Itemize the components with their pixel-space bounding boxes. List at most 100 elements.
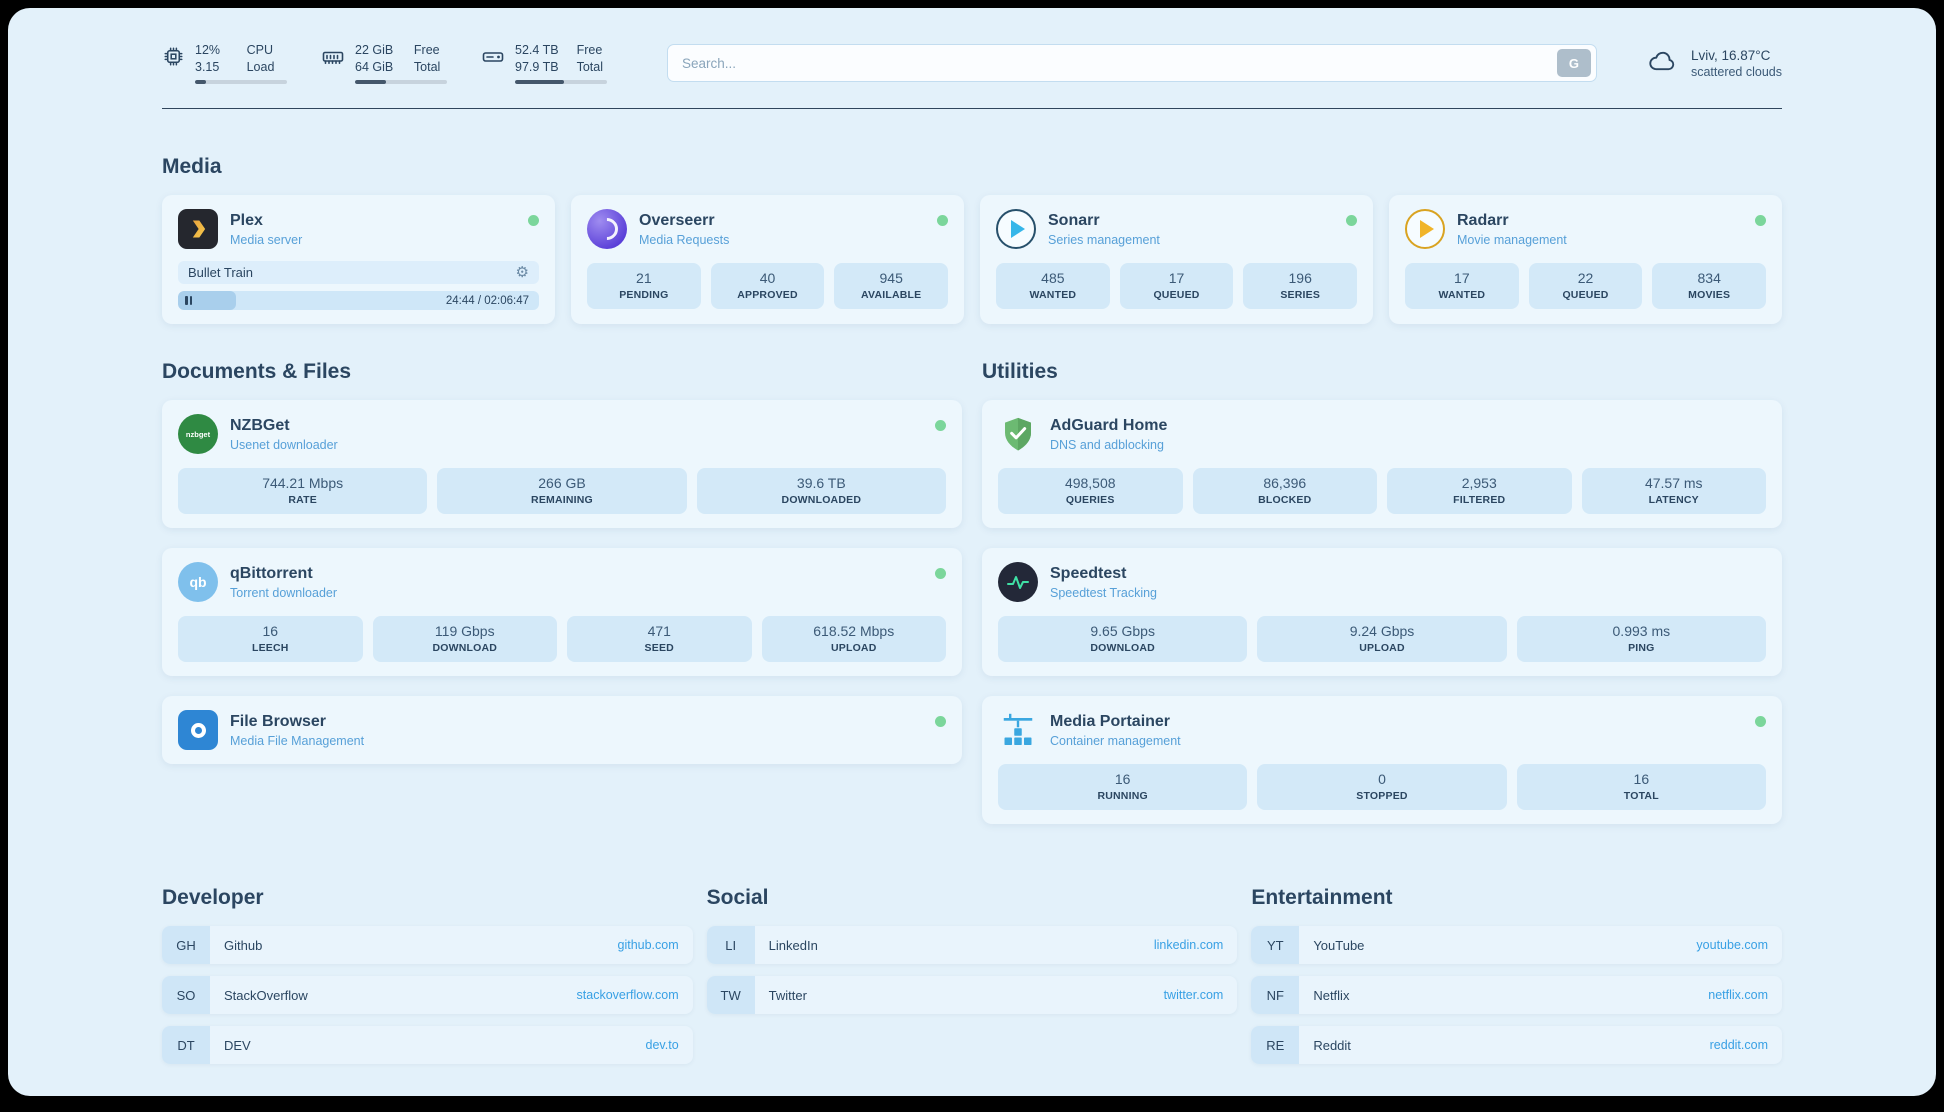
app-name: Sonarr xyxy=(1048,211,1100,229)
status-dot xyxy=(935,420,946,431)
app-link-nzbget[interactable]: nzbget NZBGet Usenet downloader xyxy=(178,414,946,454)
bookmark-abbr: TW xyxy=(706,976,755,1014)
app-name: Media Portainer xyxy=(1050,712,1171,730)
bookmark-url[interactable]: github.com xyxy=(617,938,679,952)
section-developer: Developer GH Github github.com SO StackO… xyxy=(162,886,693,1064)
bookmark-reddit[interactable]: RE Reddit reddit.com xyxy=(1251,1026,1782,1064)
bookmark-twitter[interactable]: TW Twitter twitter.com xyxy=(706,976,1238,1014)
ram-widget: 22 GiB Free 64 GiB Total xyxy=(321,42,447,85)
bookmark-github[interactable]: GH Github github.com xyxy=(162,926,693,964)
app-card-nzbget: nzbget NZBGet Usenet downloader 744.21 M… xyxy=(162,400,962,528)
disk-usage-bar xyxy=(515,80,607,85)
playback-time: 24:44 / 02:06:47 xyxy=(445,294,529,307)
settings-gear-icon[interactable]: ⚙ xyxy=(515,264,529,281)
app-link-portainer[interactable]: Media Portainer Container management xyxy=(998,710,1766,750)
disk-total-label: Total xyxy=(576,60,603,74)
disk-widget: 52.4 TB Free 97.9 TB Total xyxy=(481,42,607,85)
section-entertainment: Entertainment YT YouTube youtube.com NF … xyxy=(1251,886,1782,1064)
bookmark-url[interactable]: twitter.com xyxy=(1163,988,1224,1002)
bookmark-name: DEV xyxy=(224,1037,251,1053)
bookmark-stackoverflow[interactable]: SO StackOverflow stackoverflow.com xyxy=(162,976,693,1014)
app-link-qbittorrent[interactable]: qb qBittorrent Torrent downloader xyxy=(178,562,946,602)
app-link-sonarr[interactable]: Sonarr Series management xyxy=(996,209,1357,249)
status-dot xyxy=(528,215,539,226)
app-card-radarr: Radarr Movie management 17 WANTED 22 QUE… xyxy=(1389,195,1782,324)
status-dot xyxy=(935,716,946,727)
overseerr-icon xyxy=(587,209,627,249)
app-link-radarr[interactable]: Radarr Movie management xyxy=(1405,209,1766,249)
app-desc: Torrent downloader xyxy=(230,585,338,600)
status-dot xyxy=(935,568,946,579)
bookmark-abbr: SO xyxy=(162,976,210,1014)
stat-queries: 498,508 QUERIES xyxy=(998,468,1183,514)
weather-widget: Lviv, 16.87°C scattered clouds xyxy=(1645,46,1782,81)
app-desc: DNS and adblocking xyxy=(1050,437,1164,452)
app-link-overseerr[interactable]: Overseerr Media Requests xyxy=(587,209,948,249)
app-name: File Browser xyxy=(230,712,327,730)
playback-progress-bar[interactable]: 24:44 / 02:06:47 xyxy=(178,291,539,310)
app-desc: Series management xyxy=(1048,232,1160,247)
app-name: AdGuard Home xyxy=(1050,416,1168,434)
app-card-speedtest: Speedtest Speedtest Tracking 9.65 Gbps D… xyxy=(982,548,1782,676)
stat-wanted: 17 WANTED xyxy=(1405,263,1519,309)
cloud-icon xyxy=(1645,46,1679,81)
bookmark-youtube[interactable]: YT YouTube youtube.com xyxy=(1251,926,1782,964)
stat-series: 196 SERIES xyxy=(1243,263,1358,309)
memory-icon xyxy=(321,45,345,74)
radarr-icon xyxy=(1405,209,1445,249)
stat-movies: 834 MOVIES xyxy=(1652,263,1767,309)
stat-approved: 40 APPROVED xyxy=(710,263,825,309)
system-widgets: 12% CPU 3.15 Load 22 xyxy=(162,42,607,85)
stat-ping: 0.993 ms PING xyxy=(1516,616,1766,662)
app-link-plex[interactable]: Plex Media server xyxy=(178,209,539,249)
portainer-icon xyxy=(998,710,1038,750)
search-engine-button[interactable]: G xyxy=(1556,49,1591,77)
section-social: Social LI LinkedIn linkedin.com TW Twitt… xyxy=(706,886,1238,1064)
section-title-media: Media xyxy=(162,155,222,178)
bookmark-linkedin[interactable]: LI LinkedIn linkedin.com xyxy=(706,926,1238,964)
bookmark-url[interactable]: youtube.com xyxy=(1696,938,1768,952)
plex-icon xyxy=(178,209,218,249)
bookmark-name: Github xyxy=(224,937,263,953)
weather-condition: scattered clouds xyxy=(1690,64,1782,79)
section-title-documents: Documents & Files xyxy=(162,360,352,383)
section-title-social: Social xyxy=(706,886,769,909)
hard-drive-icon xyxy=(481,45,505,74)
app-card-overseerr: Overseerr Media Requests 21 PENDING 40 A… xyxy=(571,195,964,324)
stat-rate: 744.21 Mbps RATE xyxy=(178,468,428,514)
app-card-portainer: Media Portainer Container management 16 … xyxy=(982,696,1782,824)
bookmark-url[interactable]: stackoverflow.com xyxy=(576,988,679,1002)
bookmark-url[interactable]: reddit.com xyxy=(1709,1038,1768,1052)
section-title-developer: Developer xyxy=(162,886,264,909)
stat-leech: 16 LEECH xyxy=(178,616,363,662)
app-link-adguard[interactable]: AdGuard Home DNS and adblocking xyxy=(998,414,1766,454)
bookmark-url[interactable]: linkedin.com xyxy=(1153,938,1224,952)
app-card-qbittorrent: qb qBittorrent Torrent downloader 16 LEE… xyxy=(162,548,962,676)
app-desc: Media server xyxy=(230,232,303,247)
app-link-speedtest[interactable]: Speedtest Speedtest Tracking xyxy=(998,562,1766,602)
bookmark-name: Netflix xyxy=(1313,987,1350,1003)
stat-download: 119 Gbps DOWNLOAD xyxy=(372,616,557,662)
stat-blocked: 86,396 BLOCKED xyxy=(1192,468,1377,514)
bookmark-url[interactable]: netflix.com xyxy=(1708,988,1768,1002)
pause-icon[interactable] xyxy=(185,296,192,305)
bookmark-name: StackOverflow xyxy=(224,987,308,1003)
app-name: NZBGet xyxy=(230,416,290,434)
bookmark-netflix[interactable]: NF Netflix netflix.com xyxy=(1251,976,1782,1014)
bookmark-url[interactable]: dev.to xyxy=(645,1038,679,1052)
stat-downloaded: 39.6 TB DOWNLOADED xyxy=(696,468,946,514)
bookmark-dev[interactable]: DT DEV dev.to xyxy=(162,1026,693,1064)
search-input[interactable] xyxy=(682,55,1557,71)
plex-now-playing-widget: Bullet Train ⚙ 24:44 / 02:06:47 xyxy=(178,261,539,310)
qbittorrent-icon: qb xyxy=(178,562,218,602)
bookmark-abbr: GH xyxy=(162,926,210,964)
app-name: qBittorrent xyxy=(230,564,313,582)
speedtest-icon xyxy=(998,562,1038,602)
cpu-load-label: Load xyxy=(246,60,275,74)
stat-total: 16 TOTAL xyxy=(1516,764,1766,810)
status-dot xyxy=(1346,215,1357,226)
stat-running: 16 RUNNING xyxy=(998,764,1248,810)
disk-total-value: 97.9 TB xyxy=(515,60,559,74)
bookmark-abbr: NF xyxy=(1251,976,1300,1014)
app-link-filebrowser[interactable]: File Browser Media File Management xyxy=(178,710,946,750)
